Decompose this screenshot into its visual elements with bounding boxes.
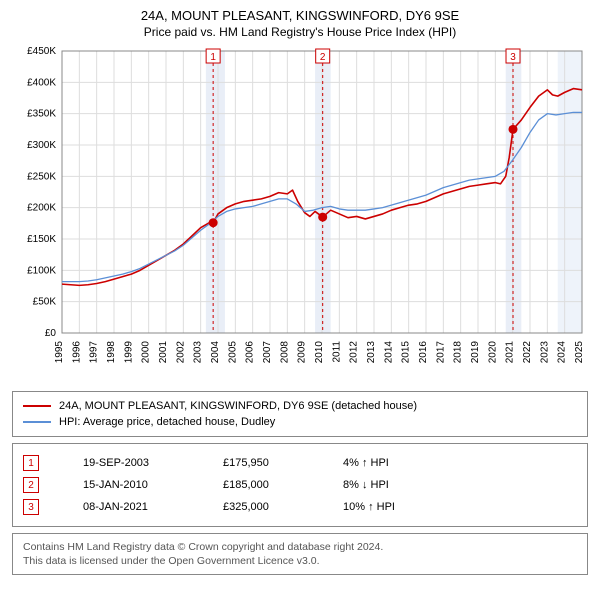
svg-text:1: 1 — [210, 52, 216, 63]
svg-text:1995: 1995 — [54, 341, 65, 364]
svg-text:2009: 2009 — [297, 341, 308, 364]
svg-text:2022: 2022 — [522, 341, 533, 364]
svg-text:£250K: £250K — [27, 171, 56, 182]
svg-text:2012: 2012 — [349, 341, 360, 364]
svg-text:2: 2 — [320, 52, 326, 63]
svg-text:£450K: £450K — [27, 46, 56, 57]
legend: 24A, MOUNT PLEASANT, KINGSWINFORD, DY6 9… — [12, 391, 588, 437]
legend-label: HPI: Average price, detached house, Dudl… — [59, 416, 275, 428]
event-row: 1 19-SEP-2003 £175,950 4% ↑ HPI — [23, 452, 577, 474]
svg-text:2000: 2000 — [141, 341, 152, 364]
svg-text:2017: 2017 — [435, 341, 446, 364]
svg-text:3: 3 — [510, 52, 516, 63]
legend-swatch — [23, 405, 51, 407]
svg-text:2005: 2005 — [227, 341, 238, 364]
legend-item: 24A, MOUNT PLEASANT, KINGSWINFORD, DY6 9… — [23, 398, 577, 414]
svg-text:2021: 2021 — [505, 341, 516, 364]
event-date: 08-JAN-2021 — [83, 501, 223, 513]
svg-text:1997: 1997 — [89, 341, 100, 364]
svg-text:2010: 2010 — [314, 341, 325, 364]
svg-text:£350K: £350K — [27, 109, 56, 120]
svg-text:£400K: £400K — [27, 77, 56, 88]
svg-text:2014: 2014 — [383, 341, 394, 364]
event-marker-box: 2 — [23, 477, 39, 493]
event-price: £175,950 — [223, 457, 343, 469]
svg-text:2024: 2024 — [557, 341, 568, 364]
event-price: £325,000 — [223, 501, 343, 513]
titles: 24A, MOUNT PLEASANT, KINGSWINFORD, DY6 9… — [12, 8, 588, 39]
svg-text:2003: 2003 — [193, 341, 204, 364]
svg-text:1996: 1996 — [71, 341, 82, 364]
events-table: 1 19-SEP-2003 £175,950 4% ↑ HPI 2 15-JAN… — [12, 443, 588, 527]
event-date: 15-JAN-2010 — [83, 479, 223, 491]
event-marker-box: 3 — [23, 499, 39, 515]
footer: Contains HM Land Registry data © Crown c… — [12, 533, 588, 575]
event-row: 3 08-JAN-2021 £325,000 10% ↑ HPI — [23, 496, 577, 518]
svg-text:1999: 1999 — [123, 341, 134, 364]
chart: £0 £50K £100K £150K £200K £250K £300K £350K £400… — [12, 45, 588, 385]
svg-text:2001: 2001 — [158, 341, 169, 364]
svg-text:2020: 2020 — [487, 341, 498, 364]
svg-text:2025: 2025 — [574, 341, 585, 364]
svg-text:2011: 2011 — [331, 341, 342, 363]
chart-container: 24A, MOUNT PLEASANT, KINGSWINFORD, DY6 9… — [0, 0, 600, 583]
svg-text:2015: 2015 — [401, 341, 412, 364]
footer-line: Contains HM Land Registry data © Crown c… — [23, 540, 577, 554]
svg-text:2002: 2002 — [175, 341, 186, 364]
svg-text:£0: £0 — [45, 328, 57, 339]
svg-text:£300K: £300K — [27, 140, 56, 151]
svg-text:2016: 2016 — [418, 341, 429, 364]
legend-label: 24A, MOUNT PLEASANT, KINGSWINFORD, DY6 9… — [59, 400, 417, 412]
event-marker-box: 1 — [23, 455, 39, 471]
svg-text:£150K: £150K — [27, 234, 56, 245]
svg-text:£200K: £200K — [27, 203, 56, 214]
event-diff: 10% ↑ HPI — [343, 501, 395, 513]
chart-svg: £0 £50K £100K £150K £200K £250K £300K £350K £400… — [12, 45, 588, 385]
svg-text:£100K: £100K — [27, 265, 56, 276]
title-address: 24A, MOUNT PLEASANT, KINGSWINFORD, DY6 9… — [12, 8, 588, 23]
event-diff: 8% ↓ HPI — [343, 479, 389, 491]
svg-text:2004: 2004 — [210, 341, 221, 364]
event-row: 2 15-JAN-2010 £185,000 8% ↓ HPI — [23, 474, 577, 496]
svg-text:2013: 2013 — [366, 341, 377, 364]
footer-line: This data is licensed under the Open Gov… — [23, 554, 577, 568]
event-price: £185,000 — [223, 479, 343, 491]
svg-text:2008: 2008 — [279, 341, 290, 364]
svg-text:2019: 2019 — [470, 341, 481, 364]
svg-text:2018: 2018 — [453, 341, 464, 364]
svg-text:2006: 2006 — [245, 341, 256, 364]
svg-text:£50K: £50K — [33, 297, 57, 308]
event-date: 19-SEP-2003 — [83, 457, 223, 469]
svg-text:2007: 2007 — [262, 341, 273, 364]
legend-item: HPI: Average price, detached house, Dudl… — [23, 414, 577, 430]
svg-text:1998: 1998 — [106, 341, 117, 364]
event-diff: 4% ↑ HPI — [343, 457, 389, 469]
svg-text:2023: 2023 — [539, 341, 550, 364]
title-subtitle: Price paid vs. HM Land Registry's House … — [12, 25, 588, 39]
legend-swatch — [23, 421, 51, 423]
